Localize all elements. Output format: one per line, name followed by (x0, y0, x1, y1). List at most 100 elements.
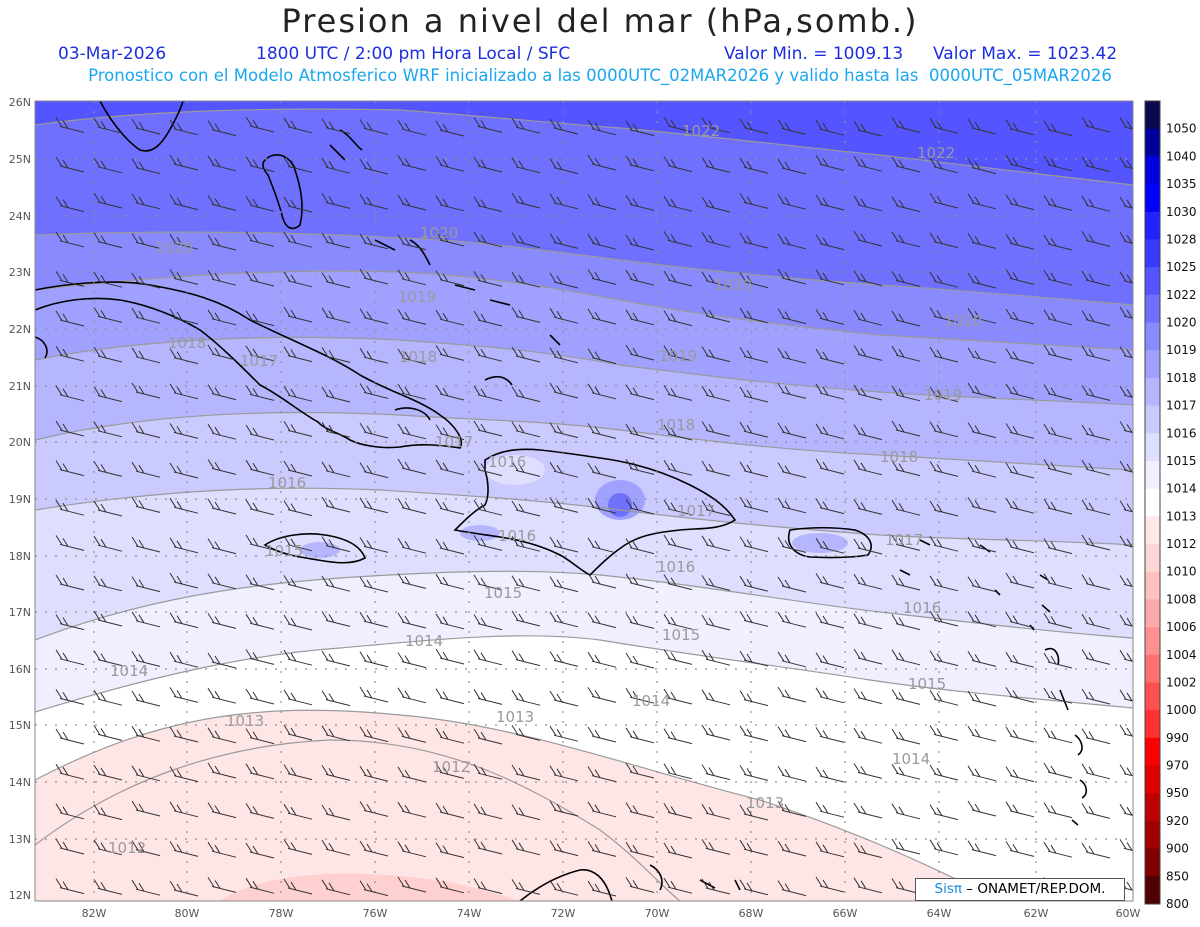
wind-barb (1081, 156, 1111, 173)
wind-barb (55, 763, 85, 780)
wind-barb (1081, 728, 1111, 745)
pressure-fill (35, 101, 1133, 901)
wind-barb (815, 498, 845, 515)
wind-barb (663, 763, 693, 780)
lon-label: 74W (457, 907, 482, 920)
wind-barb (131, 193, 161, 210)
colorbar-level-label: 1006 (1166, 620, 1197, 634)
wind-barb (815, 537, 845, 554)
wind-barb (55, 117, 85, 133)
wind-barb (625, 155, 655, 172)
wind-barb (815, 383, 845, 400)
wind-barb (435, 613, 465, 630)
wind-barb (967, 382, 997, 399)
forecast-date: 03-Mar-2026 (58, 44, 167, 64)
wind-barb (131, 651, 161, 667)
wind-barb (1081, 613, 1111, 630)
colorbar-level-label: 1015 (1166, 454, 1197, 468)
wind-barb (207, 309, 237, 326)
wind-barb (1119, 724, 1133, 737)
wind-barb (93, 192, 123, 209)
wind-barb (1043, 613, 1073, 629)
wind-barb (207, 762, 237, 779)
wind-barb (131, 800, 161, 817)
wind-barb (321, 496, 351, 513)
max-value: Valor Max. = 1023.42 (933, 44, 1118, 64)
florida-coast (99, 100, 184, 152)
wind-barb (739, 611, 769, 627)
wind-barb (473, 649, 503, 666)
wind-barb (511, 271, 541, 288)
wind-barb (359, 383, 389, 399)
isobar-label: 1017 (677, 502, 715, 520)
wind-barb (891, 728, 921, 745)
colorbar-swatch (1145, 156, 1160, 185)
wind-barb (625, 573, 655, 590)
wind-barb (359, 880, 389, 897)
colorbar-swatch (1145, 433, 1160, 462)
wind-barb (739, 725, 769, 742)
wind-barb (321, 232, 351, 249)
wind-barb (55, 878, 85, 895)
wind-barb (891, 763, 921, 780)
isobar-label: 1022 (682, 122, 720, 140)
wind-barb (359, 726, 389, 743)
wind-barb (967, 725, 997, 742)
wind-barb (169, 801, 199, 818)
wind-barb (663, 574, 693, 591)
wind-barb (93, 386, 123, 403)
wind-barb (777, 233, 807, 250)
wind-barb (815, 458, 845, 475)
wind-barb (435, 155, 465, 172)
wind-barb (929, 610, 959, 627)
colorbar-level-label: 1014 (1166, 482, 1197, 496)
wind-barb (131, 497, 161, 513)
wind-barb (891, 420, 921, 437)
isobar-label: 1017 (885, 531, 923, 549)
lon-label: 62W (1024, 907, 1049, 920)
credit-box: Sisπ – ONAMET/REP.DOM. (915, 878, 1125, 901)
lon-label: 70W (645, 907, 670, 920)
wind-barb (701, 346, 731, 363)
wind-barb (93, 500, 123, 517)
wind-barb (245, 231, 275, 247)
wind-barb (93, 535, 123, 552)
wind-barb (55, 728, 85, 745)
wind-barb (511, 232, 541, 249)
wind-barb (245, 270, 275, 287)
isobar-label: 1016 (268, 474, 306, 492)
wind-barb (511, 157, 541, 174)
wind-barb (473, 499, 503, 516)
longitude-labels: 82W 80W 78W 76W 74W 72W 70W 68W 66W 64W … (82, 907, 1141, 920)
wind-barb (245, 728, 275, 745)
wind-barb (777, 347, 807, 364)
wind-barb (169, 880, 199, 897)
lon-label: 68W (739, 907, 764, 920)
wind-barb (93, 421, 123, 438)
colorbar-swatch (1145, 544, 1160, 573)
wind-barb (739, 118, 769, 135)
map-frame (34, 100, 1134, 902)
wind-barb (245, 649, 275, 665)
wind-barb (435, 309, 465, 326)
wind-barb (815, 727, 845, 743)
wind-barb (473, 156, 503, 173)
wind-barb (207, 234, 237, 251)
wind-barb (701, 649, 731, 666)
wind-barb (207, 423, 237, 440)
wind-barb (321, 157, 351, 174)
wind-barb (549, 840, 579, 857)
colorbar-level-label: 1013 (1166, 509, 1197, 523)
wind-barb (359, 611, 389, 628)
latitude-labels: 26N 25N 24N 23N 22N 21N 20N 19N 18N 17N … (9, 96, 31, 902)
wind-barb (283, 460, 313, 477)
wind-barb (321, 804, 351, 821)
wind-barb (169, 462, 199, 479)
colorbar-swatch (1145, 128, 1160, 157)
wind-barb (929, 232, 959, 249)
lat-label: 17N (9, 606, 31, 619)
wind-barb (777, 880, 807, 897)
wind-barb (435, 538, 465, 555)
wind-barb (777, 537, 807, 553)
wind-barb (929, 117, 959, 134)
